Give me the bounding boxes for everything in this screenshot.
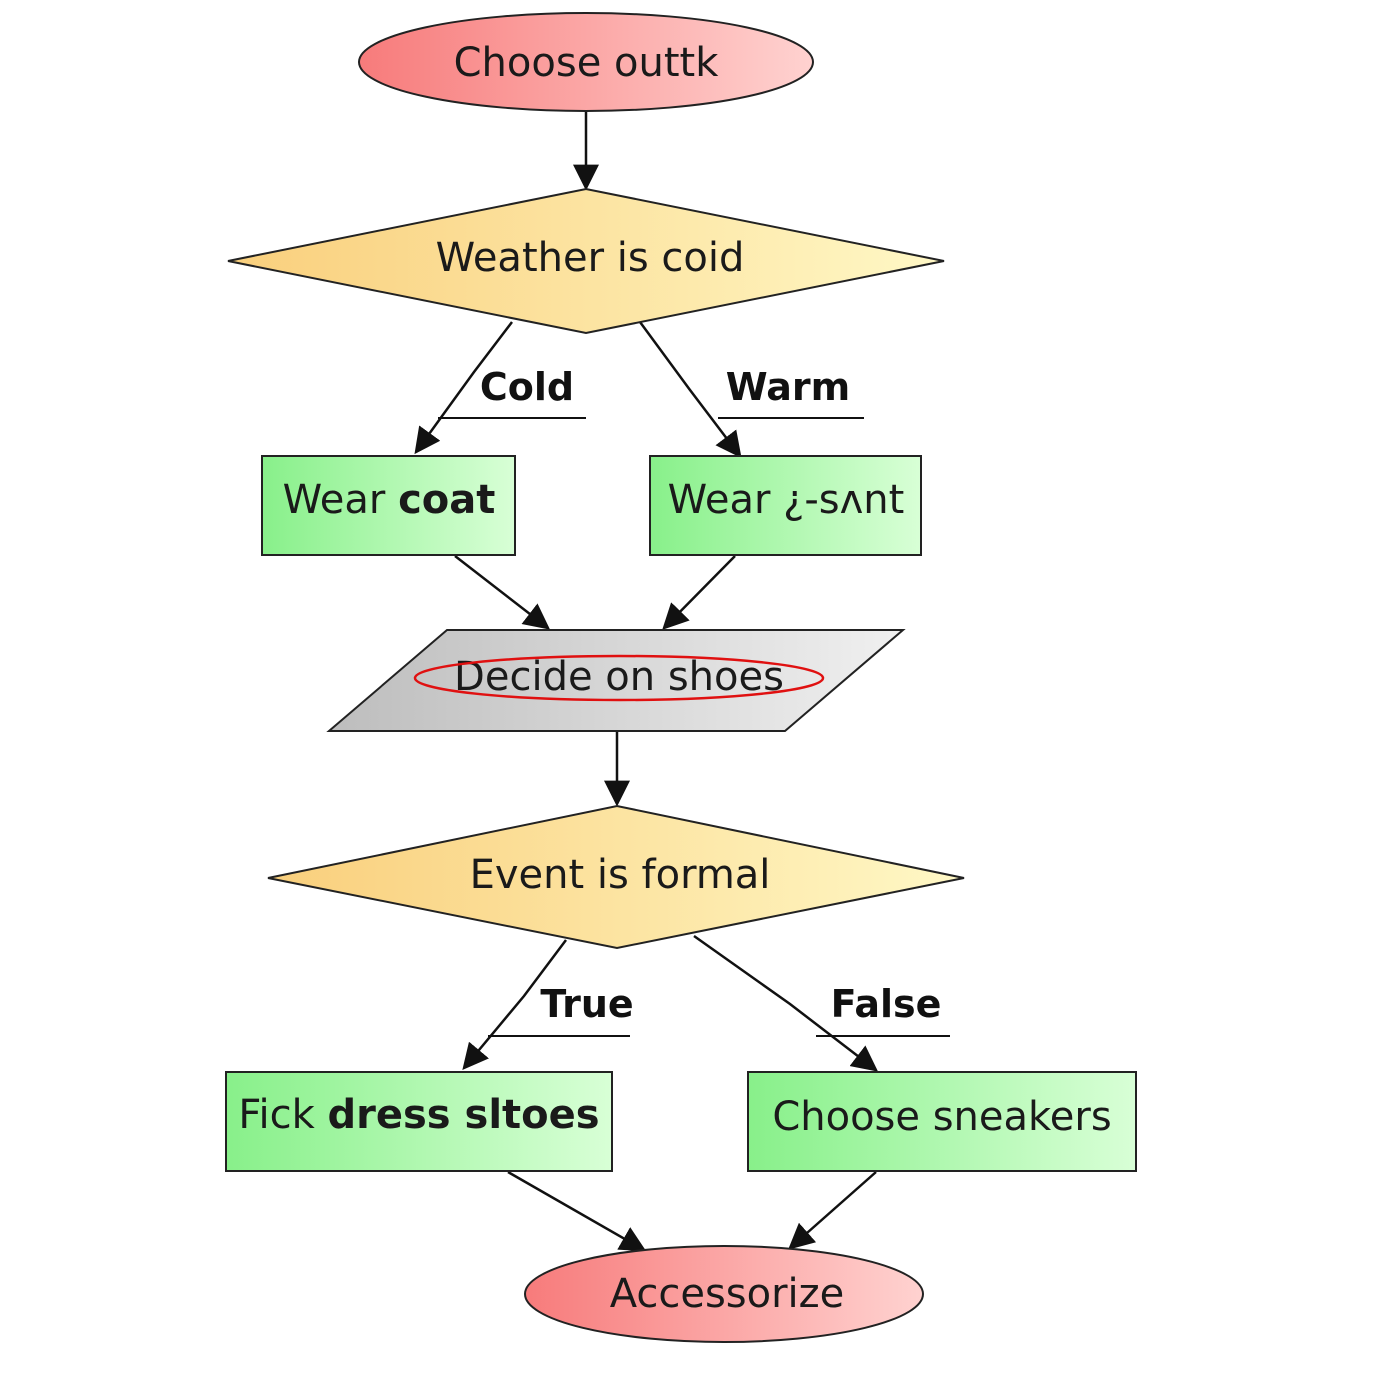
event-decision-label: Event is formal: [470, 852, 771, 898]
start-node-label: Choose outtk: [454, 40, 720, 86]
edge-labels: Cold Warm True False: [480, 365, 942, 1026]
decide-shoes-shape: [326, 629, 906, 732]
edge-label-cold: Cold: [480, 365, 574, 409]
wear-coat-node: Wear coat: [261, 455, 516, 556]
edge-label-warm: Warm: [726, 365, 851, 409]
edge-coat-to-shoes: [454, 555, 551, 630]
choose-sneakers-label: Choose sneakers: [772, 1094, 1111, 1140]
highlight-ring: [413, 654, 825, 702]
wear-coat-label-prefix: Wear: [283, 477, 399, 523]
wear-tshirt-label: Wear ¿-sʌnt: [668, 477, 905, 523]
pick-dress-shoes-label: Fick dress sltoes: [238, 1092, 599, 1138]
choose-sneakers-shape: [747, 1071, 1137, 1172]
edge-cold: [414, 321, 513, 455]
decide-shoes-node: Decide on shoes: [326, 629, 906, 732]
pick-dress-shoes-node: Fick dress sltoes: [225, 1071, 613, 1172]
wear-coat-label: Wear coat: [283, 477, 496, 523]
edge-label-false: False: [831, 982, 942, 1026]
edge-warm: [638, 321, 742, 459]
edge-true: [462, 939, 567, 1070]
pick-dress-shoes-prefix: Fick: [238, 1092, 327, 1138]
end-node: Accessorize: [524, 1245, 924, 1343]
start-node: Choose outtk: [358, 12, 814, 112]
edges: [414, 112, 950, 1252]
weather-decision-shape: [227, 187, 945, 335]
wear-coat-label-bold: coat: [398, 477, 495, 523]
weather-decision-node: Weather is coid: [227, 187, 945, 335]
end-terminal-shape: [524, 1245, 924, 1343]
edge-tshirt-to-shoes: [662, 555, 736, 630]
event-decision-node: Event is formal: [267, 804, 965, 950]
edge-sneakers-to-accessorize: [788, 1171, 877, 1250]
end-node-label: Accessorize: [610, 1271, 845, 1317]
wear-tshirt-shape: [649, 455, 922, 556]
edge-dress-to-accessorize: [507, 1170, 647, 1252]
event-decision-shape: [267, 804, 965, 950]
decide-shoes-label: Decide on shoes: [454, 654, 784, 700]
edge-false: [693, 934, 879, 1072]
weather-decision-label: Weather is coid: [436, 235, 745, 281]
edge-label-true: True: [540, 982, 633, 1026]
pick-dress-shoes-bold: dress sltoes: [328, 1092, 600, 1138]
choose-sneakers-node: Choose sneakers: [747, 1071, 1137, 1172]
start-terminal-shape: [358, 12, 814, 112]
wear-coat-shape: [261, 455, 516, 556]
wear-tshirt-node: Wear ¿-sʌnt: [649, 455, 922, 556]
pick-dress-shoes-shape: [225, 1071, 613, 1172]
